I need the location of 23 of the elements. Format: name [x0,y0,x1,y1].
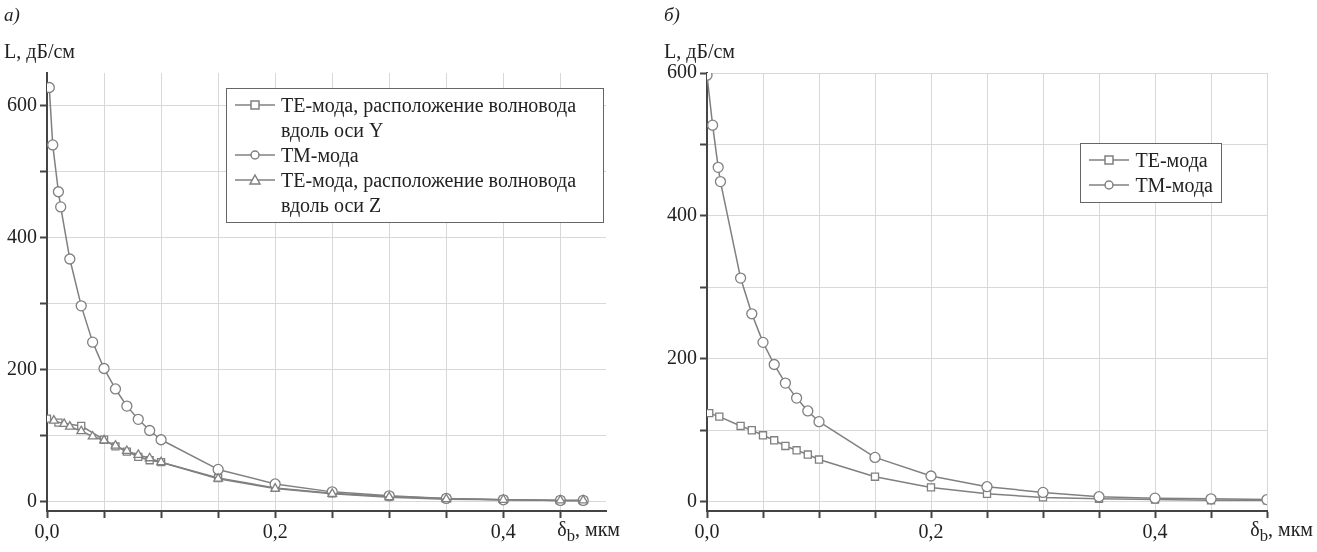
legend-label: ТЕ-мода, расположение волновода вдоль оси Z [281,168,578,218]
chart-title: а) [4,4,20,26]
y-axis-title: L, дБ/см [4,40,75,63]
legend-label: ТМ-мода [281,143,359,168]
y-tick-label: 400 [7,225,37,248]
x-tick-label: 0,4 [490,520,516,543]
y-tick-label: 200 [667,346,697,369]
y-tick-label: 0 [27,489,37,512]
x-tick-label: 0,0 [694,520,720,543]
legend-label: ТЕ-мода, расположение волновода вдоль оси Y [281,93,578,143]
y-tick-label: 200 [7,357,37,380]
y-tick-label: 600 [7,93,37,116]
x-tick-label: 0,4 [1142,520,1168,543]
x-tick-label: 0,2 [918,520,944,543]
x-axis-title: δ$_{b}$, мкм [557,518,620,546]
legend-label: ТМ-мода [1135,173,1213,198]
y-tick-label: 400 [667,203,697,226]
chart-title: б) [664,4,680,26]
x-tick-label: 0,0 [34,520,60,543]
legend-label: ТЕ-мода [1135,148,1208,173]
x-tick-label: 0,2 [262,520,288,543]
y-tick-label: 0 [687,488,697,511]
x-axis-title: δ$_{b}$, мкм [1250,518,1313,546]
